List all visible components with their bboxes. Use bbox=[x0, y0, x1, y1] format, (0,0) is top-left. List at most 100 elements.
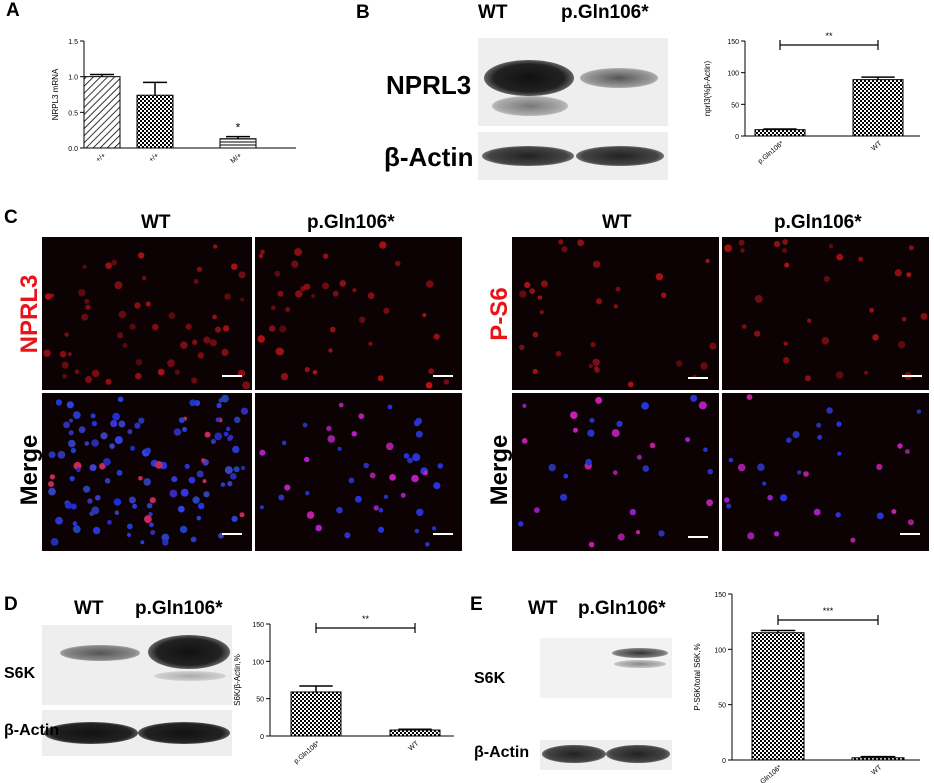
cell bbox=[337, 446, 342, 451]
cell bbox=[240, 465, 246, 471]
cell bbox=[358, 413, 365, 420]
cell bbox=[612, 470, 618, 476]
micro-nprl3-mut bbox=[255, 237, 462, 390]
cell bbox=[277, 290, 284, 297]
cell bbox=[268, 325, 276, 332]
cell bbox=[144, 447, 151, 454]
cell bbox=[587, 429, 595, 437]
cell bbox=[161, 533, 170, 542]
cell bbox=[425, 382, 433, 389]
cell bbox=[84, 298, 90, 304]
blot-b-col-wt: WT bbox=[478, 2, 508, 23]
cell bbox=[132, 503, 138, 509]
cell bbox=[202, 479, 207, 484]
micro-right-row-merge: Merge bbox=[486, 434, 513, 506]
cell bbox=[762, 481, 767, 486]
cell bbox=[192, 496, 200, 504]
cell bbox=[747, 532, 755, 540]
y-tick-label: 150 bbox=[727, 39, 739, 46]
cell bbox=[807, 318, 812, 323]
panel-letter-e: E bbox=[470, 594, 483, 615]
cell bbox=[916, 409, 922, 414]
cell bbox=[70, 447, 77, 454]
cell bbox=[560, 493, 568, 501]
cell bbox=[792, 431, 800, 439]
cell bbox=[821, 336, 830, 345]
cell bbox=[168, 312, 176, 319]
cell bbox=[635, 530, 641, 535]
cell bbox=[171, 476, 178, 483]
x-tick-label: p.Gln106* bbox=[293, 740, 322, 766]
cell bbox=[897, 443, 903, 449]
y-tick-label: 150 bbox=[252, 622, 264, 629]
cell bbox=[355, 495, 362, 503]
cell bbox=[577, 239, 584, 247]
cell bbox=[110, 420, 118, 428]
cell bbox=[378, 507, 384, 513]
cell bbox=[305, 491, 310, 496]
cell bbox=[592, 358, 600, 366]
cell bbox=[784, 262, 790, 268]
sig-label: * bbox=[236, 121, 241, 135]
cell bbox=[142, 275, 147, 281]
cell bbox=[706, 499, 713, 507]
cell bbox=[709, 342, 717, 350]
cell bbox=[368, 341, 373, 346]
cell bbox=[615, 286, 621, 292]
cell bbox=[68, 430, 74, 436]
cell bbox=[152, 323, 159, 331]
cell bbox=[209, 339, 217, 347]
chart-b: 0 50 100 150 nprl3(%β-Actin) p.Gln106* WT ** bbox=[703, 31, 920, 166]
cell bbox=[864, 370, 869, 375]
y-tick-label: 150 bbox=[714, 592, 726, 599]
cell bbox=[641, 402, 649, 410]
cell bbox=[416, 508, 424, 516]
cell bbox=[573, 427, 578, 433]
cell bbox=[50, 293, 55, 298]
cell bbox=[737, 463, 746, 472]
cell bbox=[196, 470, 204, 478]
cell bbox=[91, 439, 99, 447]
cell bbox=[383, 494, 389, 499]
micro-right-col-wt: WT bbox=[602, 212, 632, 233]
cell bbox=[394, 260, 401, 267]
cell bbox=[74, 369, 80, 375]
cell bbox=[534, 507, 540, 513]
cell bbox=[167, 359, 175, 368]
cell bbox=[48, 487, 56, 496]
cell bbox=[117, 332, 124, 339]
cell bbox=[149, 497, 156, 504]
cell bbox=[149, 522, 154, 528]
cell bbox=[358, 316, 366, 324]
chart-a: 0.0 0.5 1.0 1.5 NRPL3 mRNA +/+ +/+ M/+ * bbox=[51, 39, 296, 165]
cell bbox=[184, 463, 190, 469]
cell bbox=[45, 293, 52, 300]
cell bbox=[155, 461, 163, 469]
cell bbox=[81, 313, 89, 321]
cell bbox=[593, 365, 599, 370]
blot-d-col-wt: WT bbox=[74, 598, 104, 619]
cell bbox=[876, 512, 884, 520]
blot-b-row-nprl3: NPRL3 bbox=[386, 70, 472, 100]
cell bbox=[428, 368, 434, 374]
cell bbox=[338, 402, 344, 408]
sig-label: ** bbox=[825, 31, 833, 41]
cell bbox=[228, 434, 234, 440]
cell bbox=[328, 348, 333, 353]
cell bbox=[281, 440, 287, 446]
x-tick-label: +/+ bbox=[95, 152, 107, 164]
cell bbox=[180, 488, 189, 497]
cell bbox=[367, 292, 375, 300]
cell bbox=[226, 426, 231, 432]
cell bbox=[377, 375, 384, 382]
cell bbox=[55, 516, 63, 525]
cell bbox=[329, 326, 336, 333]
x-tick-label: p.Gln106* bbox=[757, 140, 786, 166]
cell bbox=[213, 244, 218, 249]
cell bbox=[738, 239, 745, 246]
cell bbox=[190, 536, 197, 543]
y-axis-label: nprl3(%β-Actin) bbox=[703, 61, 712, 117]
cell bbox=[332, 290, 339, 297]
cell bbox=[57, 450, 66, 459]
y-tick-label: 1.0 bbox=[68, 75, 78, 82]
